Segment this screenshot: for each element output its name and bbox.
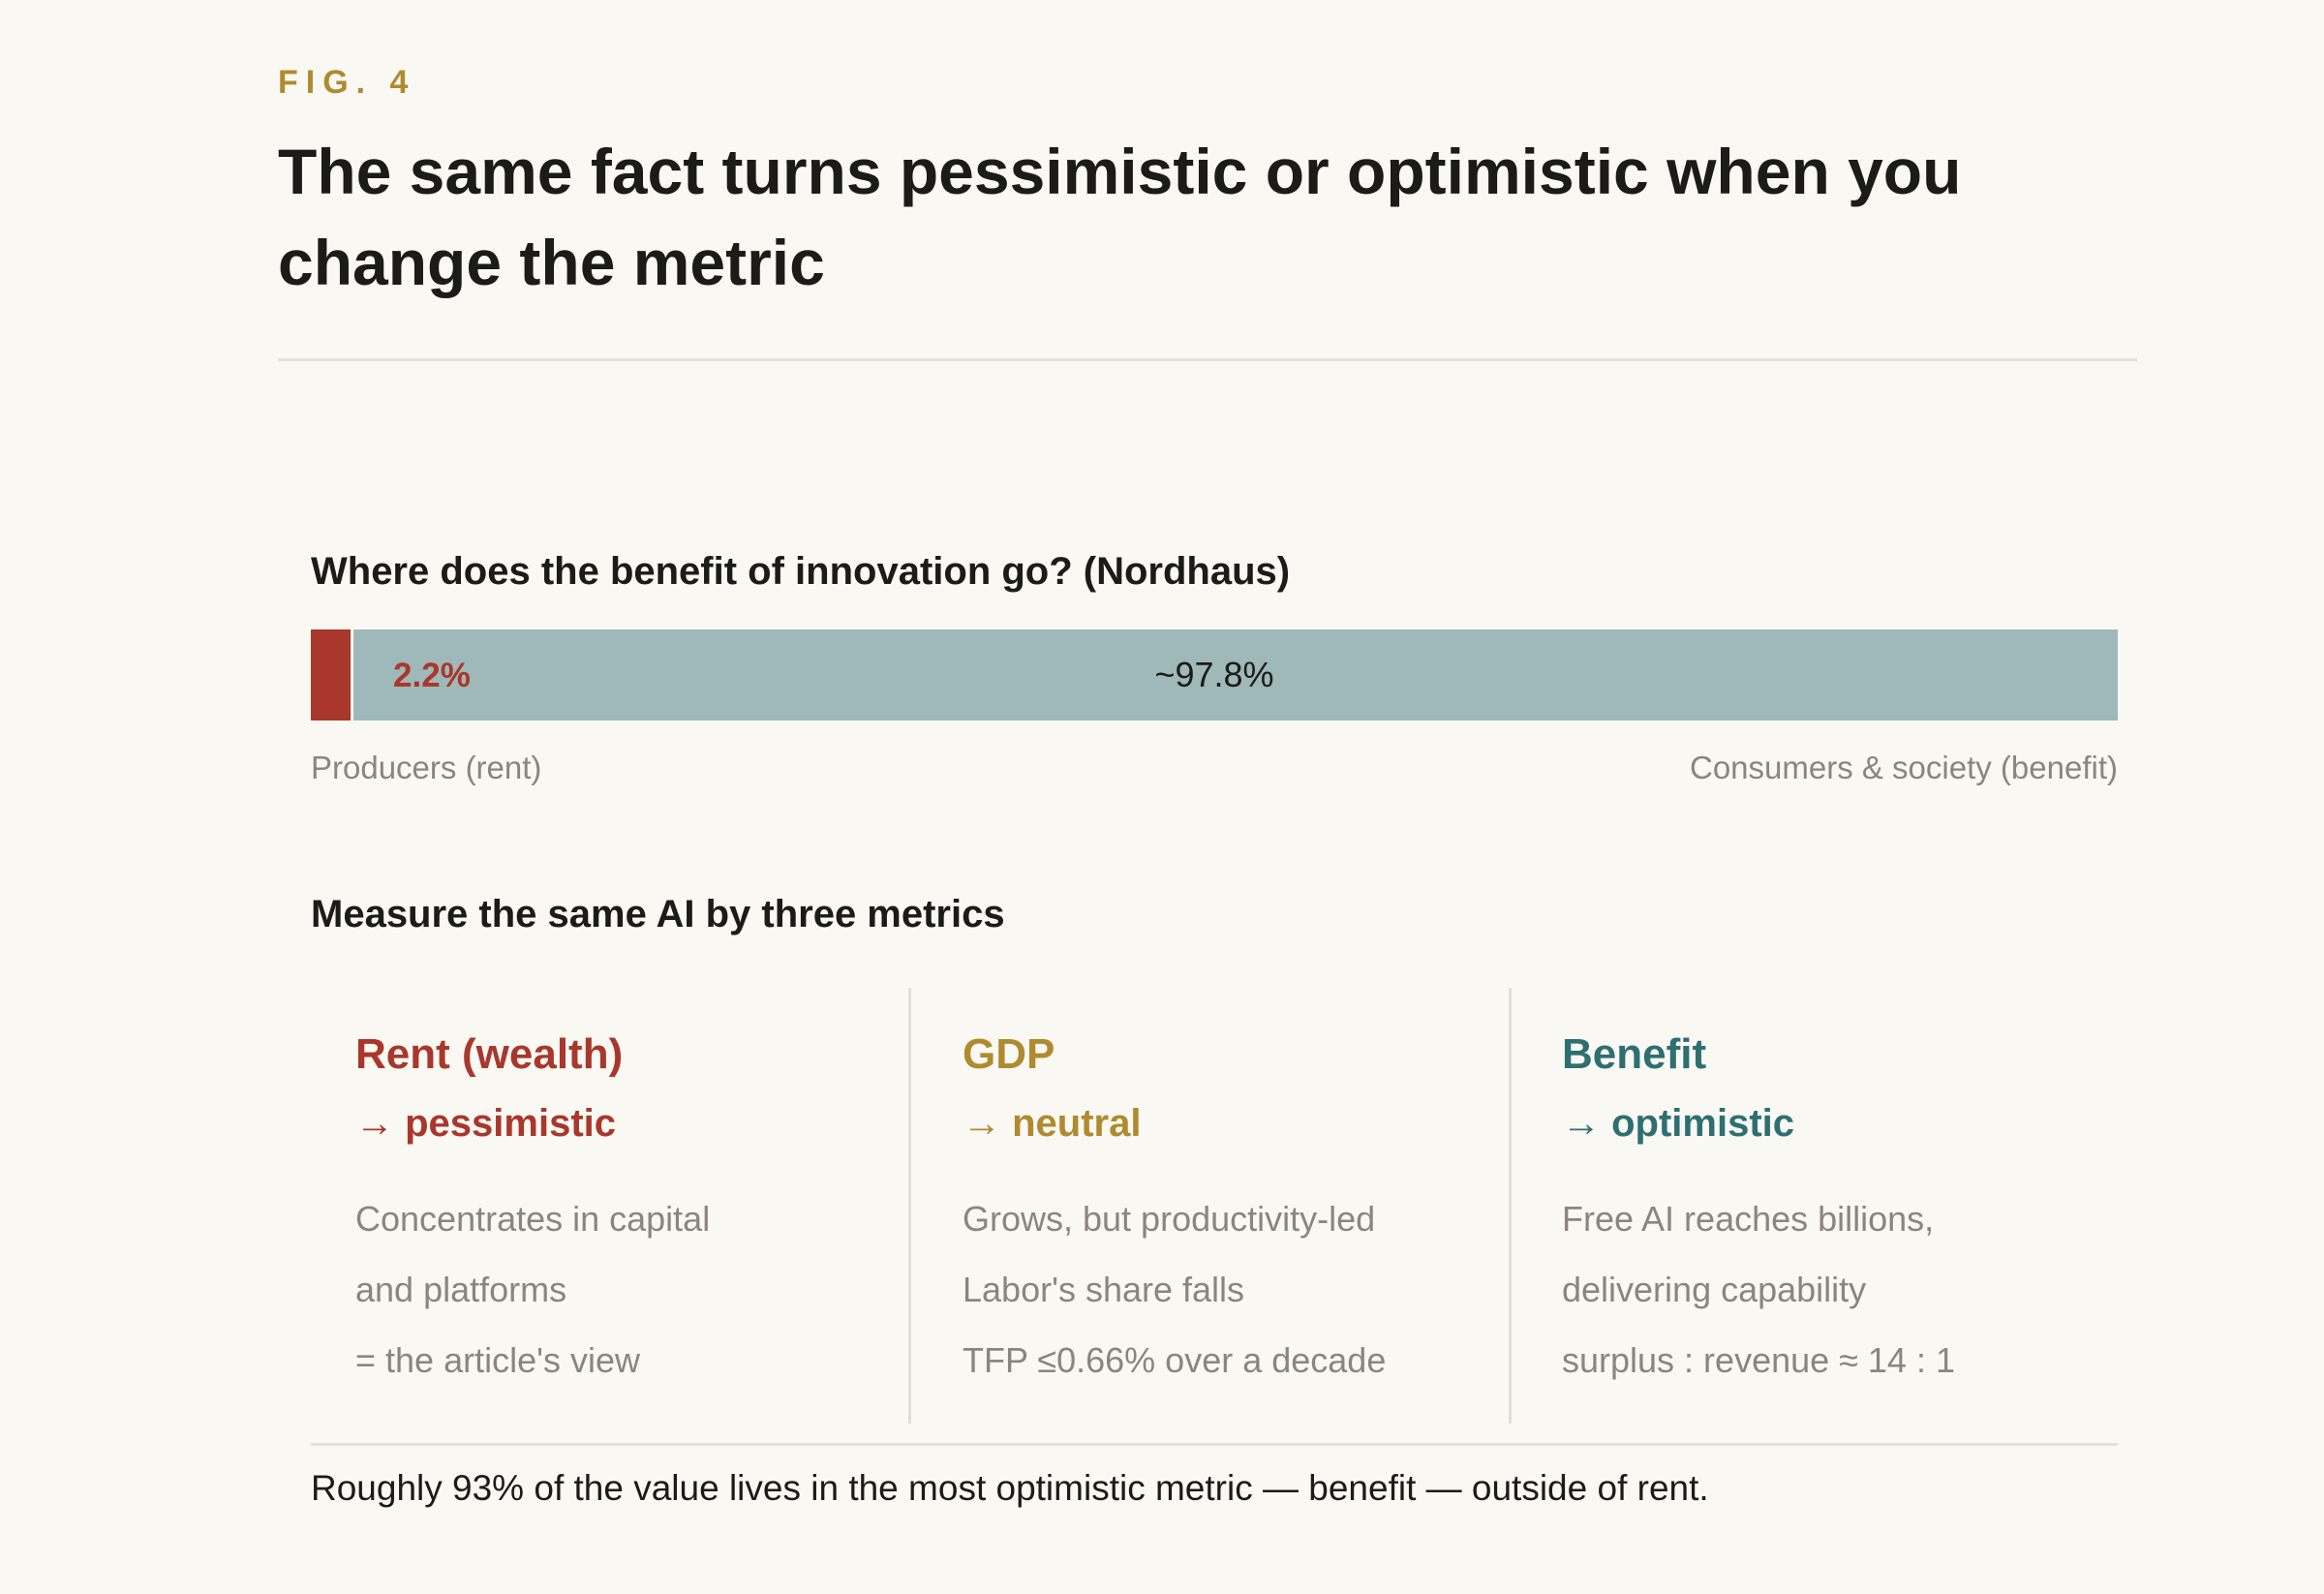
metric-line: TFP ≤0.66% over a decade — [963, 1340, 1387, 1380]
metric-name-gdp: GDP — [963, 1030, 1055, 1078]
bar-label-benefit: ~97.8% — [1154, 655, 1273, 694]
footnote: Roughly 93% of the value lives in the mo… — [311, 1468, 1709, 1508]
bar-label-rent: 2.2% — [393, 657, 471, 694]
producers-label: Producers (rent) — [311, 750, 542, 785]
figure-title: The same fact turns pessimistic or optim… — [278, 136, 1962, 298]
column-divider — [908, 988, 911, 1424]
metric-verdict-rent: → pessimistic — [355, 1102, 617, 1145]
metric-verdict-benefit: → optimistic — [1562, 1102, 1795, 1145]
metric-column-benefit: Benefit → optimistic Free AI reaches bil… — [1517, 988, 2118, 1424]
metric-verdict-gdp: → neutral — [963, 1102, 1142, 1145]
metric-line: = the article's view — [355, 1340, 640, 1380]
metric-line: Labor's share falls — [963, 1270, 1245, 1309]
metric-name-rent: Rent (wealth) — [355, 1030, 624, 1078]
metric-line: and platforms — [355, 1270, 567, 1309]
figure-label: FIG. 4 — [278, 64, 416, 101]
bar-segment-benefit — [353, 629, 2118, 720]
footnote-divider — [311, 1443, 2118, 1446]
stacked-bar-chart: 2.2% ~97.8% — [311, 629, 2118, 720]
consumers-label: Consumers & society (benefit) — [1689, 750, 2118, 785]
metric-line: Grows, but productivity-led — [963, 1199, 1376, 1239]
metric-column-rent: Rent (wealth) → pessimistic Concentrates… — [311, 988, 911, 1424]
column-divider — [1509, 988, 1512, 1424]
metric-column-gdp: GDP → neutral Grows, but productivity-le… — [918, 988, 1518, 1424]
metric-line: Free AI reaches billions, — [1562, 1199, 1935, 1239]
metric-name-benefit: Benefit — [1562, 1030, 1707, 1078]
metric-line: delivering capability — [1562, 1270, 1867, 1309]
metric-line: surplus : revenue ≈ 14 : 1 — [1562, 1340, 1955, 1380]
metrics-heading: Measure the same AI by three metrics — [311, 893, 1005, 935]
chart-title: Where does the benefit of innovation go?… — [311, 550, 1291, 593]
metric-line: Concentrates in capital — [355, 1199, 711, 1239]
bar-segment-rent — [311, 629, 352, 720]
title-divider — [278, 358, 2137, 361]
